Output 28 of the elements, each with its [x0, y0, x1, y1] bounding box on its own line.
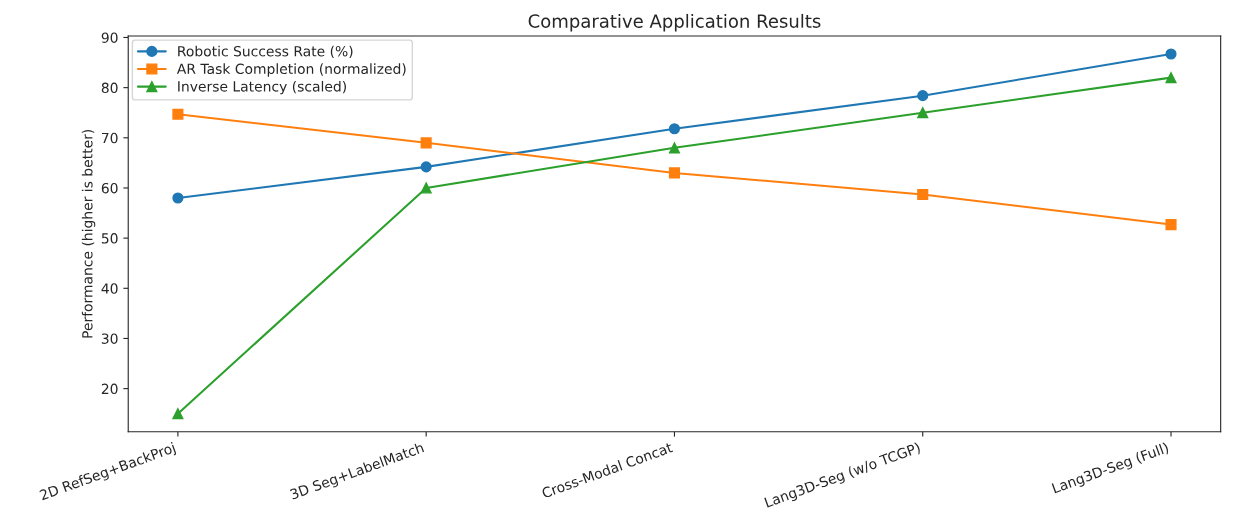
- point: [917, 188, 929, 201]
- point: [1165, 219, 1177, 231]
- point: [1165, 48, 1177, 60]
- y-tick-label: 80: [101, 82, 118, 94]
- point: [420, 182, 432, 194]
- point: [668, 142, 681, 154]
- point: [1165, 72, 1177, 84]
- y-tick-label: 50: [101, 233, 118, 244]
- y-tick-label: 30: [101, 333, 118, 344]
- point: [172, 192, 184, 204]
- legend-label: AR Task Completion (normalized): [176, 63, 406, 77]
- y-tick-label: 90: [101, 32, 118, 43]
- point: [420, 137, 432, 149]
- y-tick-label: 40: [101, 283, 118, 294]
- point: [420, 161, 432, 173]
- point: [668, 123, 681, 135]
- chart-title: Comparative Application Results: [528, 13, 821, 32]
- point: [668, 167, 681, 179]
- point: [172, 408, 184, 420]
- point: [917, 90, 929, 102]
- legend-label: Inverse Latency (scaled): [178, 80, 346, 95]
- y-tick-label: 20: [101, 383, 118, 395]
- point: [172, 108, 184, 120]
- point: [917, 107, 929, 119]
- legend-label: Robotic Success Rate (%): [178, 45, 353, 59]
- y-tick-label: 70: [101, 132, 118, 144]
- y-axis-title: Performance (higher is better): [81, 129, 96, 338]
- y-tick-label: 60: [101, 182, 118, 194]
